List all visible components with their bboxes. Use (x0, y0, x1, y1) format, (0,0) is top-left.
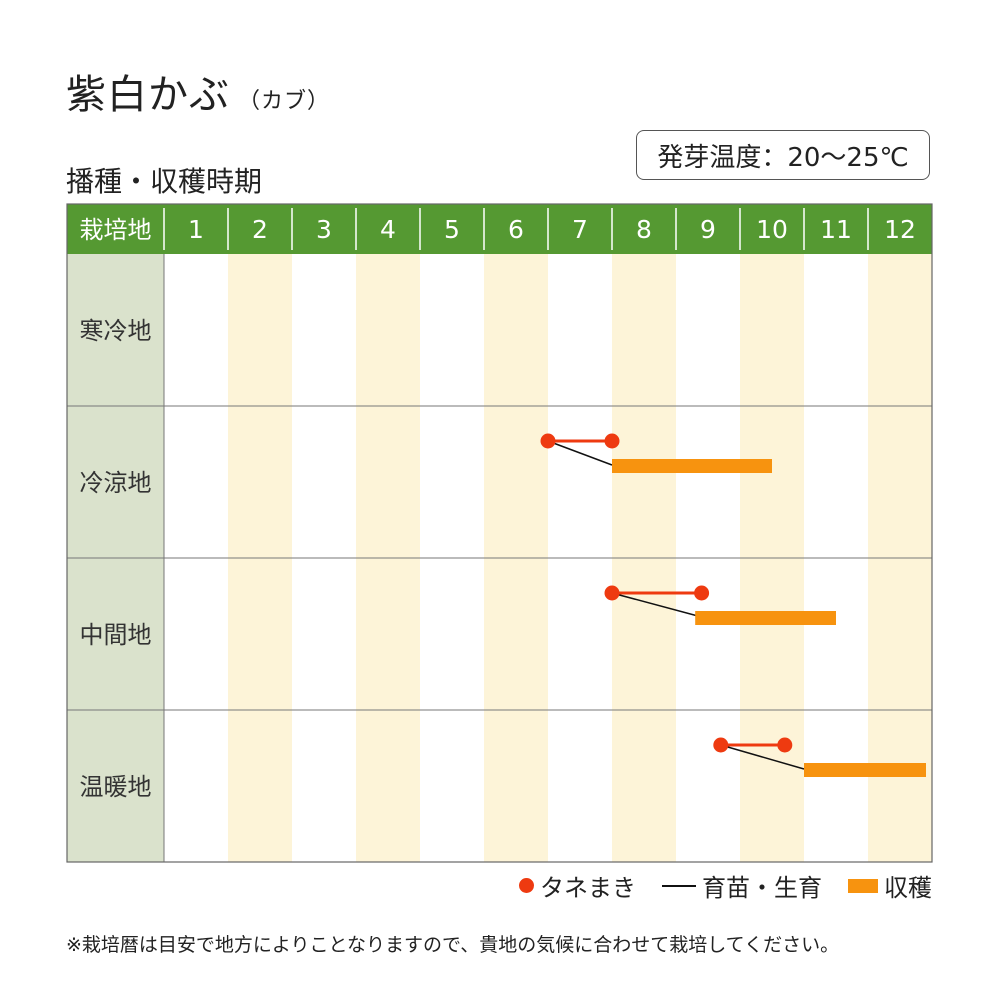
sowing-end-dot-4 (777, 737, 793, 753)
month-header-8: 8 (636, 215, 652, 244)
row-label-1: 寒冷地 (80, 317, 152, 345)
seedling-line-3 (611, 592, 702, 618)
legend-seedling: 育苗・生育 (662, 868, 822, 903)
seedling-line-4 (720, 744, 805, 770)
row-label-4: 温暖地 (80, 773, 152, 801)
harvest-bar-3 (695, 611, 836, 625)
legend-harvest: 収穫 (848, 868, 932, 903)
month-header-9: 9 (700, 215, 716, 244)
month-header-6: 6 (508, 215, 524, 244)
legend-sowing: タネまき (519, 868, 636, 903)
seedling-line-2 (547, 440, 613, 466)
page-title: 紫白かぶ （カブ） (66, 62, 330, 120)
month-header-4: 4 (380, 215, 396, 244)
month-header-2: 2 (252, 215, 268, 244)
sowing-start-dot-3 (604, 585, 620, 601)
legend-sowing-marker (519, 878, 534, 893)
row-label-2: 冷涼地 (80, 469, 152, 497)
chart-border (66, 203, 933, 863)
month-header-3: 3 (316, 215, 332, 244)
sowing-start-dot-2 (540, 433, 556, 449)
month-header-10: 10 (756, 215, 788, 244)
legend-harvest-marker (848, 878, 878, 893)
corner-label: 栽培地 (80, 216, 152, 244)
month-header-12: 12 (884, 215, 916, 244)
legend-sowing-label: タネまき (540, 874, 636, 902)
row-label-3: 中間地 (80, 621, 152, 649)
header-bar (67, 204, 932, 254)
sowing-start-dot-4 (713, 737, 729, 753)
germination-temp-label: 発芽温度：20〜25℃ (657, 142, 909, 173)
sowing-end-dot-3 (694, 585, 710, 601)
month-header-5: 5 (444, 215, 460, 244)
harvest-bar-4 (804, 763, 926, 777)
chart-subtitle: 播種・収穫時期 (66, 165, 263, 198)
title-sub: （カブ） (238, 89, 331, 114)
legend-harvest-label: 収穫 (884, 874, 932, 902)
month-header-7: 7 (572, 215, 588, 244)
harvest-bar-2 (612, 459, 772, 473)
legend-seedling-marker (662, 884, 696, 887)
month-header-11: 11 (820, 215, 852, 244)
footnote: ※栽培暦は目安で地方によりことなりますので、貴地の気候に合わせて栽培してください… (66, 934, 840, 956)
sowing-end-dot-2 (604, 433, 620, 449)
legend-seedling-label: 育苗・生育 (702, 874, 822, 902)
chart-legend: タネまき 育苗・生育 収穫 (519, 868, 932, 903)
title-main: 紫白かぶ (66, 72, 230, 118)
germination-temp-box: 発芽温度：20〜25℃ (636, 130, 930, 180)
month-header-1: 1 (188, 215, 204, 244)
